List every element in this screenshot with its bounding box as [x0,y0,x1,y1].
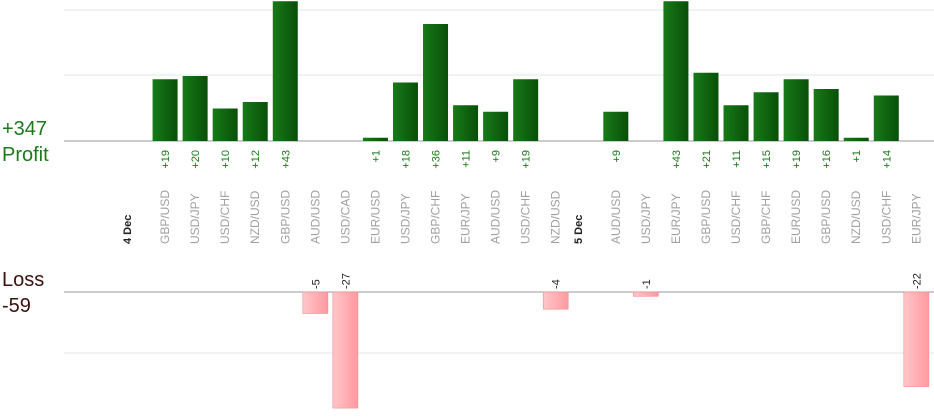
category-label: USD/JPY [398,193,412,244]
profit-bar [873,95,899,141]
gridlines [64,9,934,354]
profit-bar [513,79,539,141]
profit-bar [242,102,268,141]
value-label: +18 [400,150,412,169]
category-label: AUD/USD [609,190,623,244]
category-label: EUR/JPY [459,193,473,244]
category-label: EUR/USD [789,190,803,244]
profit-bar [603,111,629,141]
value-label: +15 [761,150,773,169]
category-label: NZD/USD [549,190,563,244]
value-label: +9 [611,150,623,163]
category-label: GBP/USD [819,190,833,244]
value-label: -27 [340,273,352,289]
value-label: +1 [370,150,382,163]
bars [152,1,930,409]
category-label: EUR/USD [368,190,382,244]
profit-bar [453,105,479,141]
value-label: +36 [431,150,443,169]
profit-bar [783,79,809,141]
value-label: +9 [491,150,503,163]
category-label: GBP/CHF [759,191,773,244]
profit-bar [753,92,779,141]
profit-bar [843,137,869,141]
category-label: GBP/USD [278,190,292,244]
profit-bar [723,105,749,141]
category-label: AUD/USD [308,190,322,244]
labels: 4 Dec +19 GBP/USD +20 USD/JPY +10 USD/CHF +12 NZ… [122,150,923,289]
value-label: +10 [220,150,232,169]
category-label: NZD/USD [248,190,262,244]
category-label: EUR/JPY [909,193,923,244]
category-label: EUR/JPY [669,193,683,244]
category-label: USD/JPY [639,193,653,244]
category-label: AUD/USD [489,190,503,244]
profit-bar [423,24,449,141]
profit-total: +347 [2,118,48,140]
value-label: +20 [190,150,202,169]
date-label: 4 Dec [122,215,134,244]
profit-bar [813,89,839,141]
value-label: +11 [731,150,743,168]
loss-bar [903,291,930,387]
category-label: USD/CAD [338,190,352,244]
loss-bar [633,291,659,297]
category-label: USD/JPY [188,193,202,244]
profit-bar [483,111,509,141]
category-label: USD/CHF [519,191,533,244]
profit-label: Profit [2,144,49,166]
value-label: -5 [310,279,322,289]
loss-bar [302,291,329,314]
profit-bar [182,76,208,141]
value-label: +16 [821,150,833,169]
loss-label: Loss [2,269,45,291]
profit-bar [212,108,238,141]
profit-bar [392,82,418,141]
profit-bar [663,1,689,141]
value-label: +14 [881,150,893,169]
category-label: GBP/USD [699,190,713,244]
profit-bar [693,72,719,141]
value-label: -22 [911,273,923,289]
value-label: +19 [160,150,172,169]
value-label: -4 [551,279,563,289]
value-label: +43 [280,150,292,169]
value-label: +1 [851,150,863,163]
loss-bar [542,291,569,310]
category-label: NZD/USD [849,190,863,244]
profit-bar [272,1,298,141]
value-label: -1 [641,279,653,289]
profit-bar [362,137,388,141]
value-label: +19 [521,150,533,169]
loss-bar [332,291,359,409]
value-label: +11 [461,150,473,168]
loss-total: -59 [2,295,31,317]
category-label: USD/CHF [218,191,232,244]
value-label: +21 [701,150,713,169]
category-label: GBP/USD [158,190,172,244]
value-label: +12 [250,150,262,169]
category-label: USD/CHF [729,191,743,244]
date-label: 5 Dec [573,215,585,244]
category-label: USD/CHF [879,191,893,244]
category-label: GBP/CHF [429,191,443,244]
profit-bar [152,79,178,141]
value-label: +43 [671,150,683,169]
value-label: +19 [791,150,803,169]
